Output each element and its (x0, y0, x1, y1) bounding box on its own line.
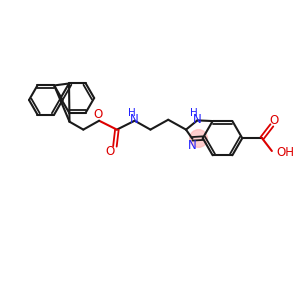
Text: O: O (94, 108, 103, 121)
Text: H: H (190, 109, 198, 118)
Text: H: H (128, 108, 136, 118)
Text: N: N (193, 113, 202, 126)
Text: N: N (130, 113, 139, 126)
Circle shape (190, 130, 208, 147)
Text: O: O (105, 145, 115, 158)
Text: N: N (188, 139, 197, 152)
Text: OH: OH (277, 146, 295, 160)
Text: O: O (269, 114, 278, 127)
